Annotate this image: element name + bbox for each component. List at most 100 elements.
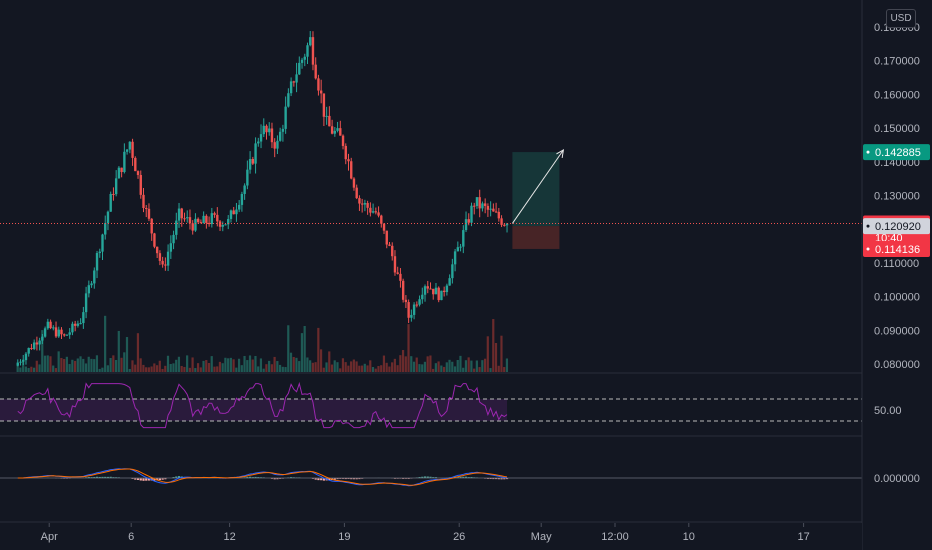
volume-bar — [125, 337, 129, 372]
volume-bar — [341, 358, 345, 372]
time-tick-label: 12:00 — [601, 531, 629, 543]
target-price-tag-dot — [866, 150, 870, 154]
volume-bar — [497, 365, 500, 372]
candle-body — [429, 288, 432, 290]
candle-body — [355, 187, 358, 199]
candle-body — [254, 143, 257, 164]
rsi-line — [17, 381, 508, 429]
candle-body — [309, 37, 312, 46]
volume-bar — [278, 364, 282, 372]
macd-hist-bar — [164, 478, 167, 480]
volume-bar — [426, 356, 429, 372]
candle-body — [205, 215, 208, 223]
macd-hist-bar — [328, 478, 331, 481]
candle-body — [451, 264, 454, 279]
volume-bar — [87, 356, 90, 372]
macd-hist-bar — [456, 476, 459, 479]
candle-body — [134, 157, 137, 172]
price-axis[interactable]: 0.0800000.0900000.1000000.1100000.120000… — [861, 0, 932, 550]
time-axis[interactable]: Apr 6 12 19 26 May 12:00 10 17 — [0, 523, 862, 550]
stop-price-tag: 0.114136 — [875, 244, 920, 256]
volume-bar — [73, 360, 77, 372]
candle-body — [32, 342, 36, 349]
volume-bar — [98, 368, 101, 372]
volume-bar — [117, 330, 120, 372]
candle-body — [292, 81, 296, 83]
volume-bar — [478, 367, 481, 372]
volume-bar — [213, 366, 216, 372]
macd-pane[interactable] — [0, 468, 862, 487]
volume-bar — [481, 360, 484, 372]
candle-body — [52, 327, 55, 329]
candle-body — [251, 158, 255, 164]
volume-bar — [350, 361, 353, 372]
macd-hist-bar — [336, 478, 339, 480]
volume-bar — [232, 359, 235, 372]
volume-bar — [429, 355, 432, 372]
volume-bar — [456, 359, 459, 372]
macd-hist-bar — [352, 478, 356, 480]
candle-body — [380, 215, 383, 224]
currency-badge[interactable]: USD — [886, 9, 916, 28]
price-tick-label: 0.110000 — [874, 258, 919, 270]
candle-body — [418, 299, 421, 305]
candle-body — [188, 217, 192, 224]
candle-body — [43, 328, 47, 337]
candle-body — [339, 128, 342, 136]
candle-body — [221, 224, 224, 227]
macd-hist-bar — [489, 478, 492, 480]
candle-body — [98, 251, 101, 254]
candle-body — [76, 323, 80, 326]
time-tick-label: 10 — [683, 531, 695, 543]
volume-bar — [295, 357, 298, 372]
volume-bar — [268, 360, 271, 372]
volume-bar — [106, 365, 109, 372]
volume-bar — [440, 365, 443, 372]
rsi-pane[interactable] — [0, 381, 862, 429]
volume-bar — [136, 333, 140, 372]
volume-bar — [306, 357, 309, 372]
candle-body — [276, 140, 279, 149]
candle-body — [65, 334, 69, 336]
candle-body — [112, 193, 115, 195]
candle-body — [475, 197, 479, 207]
candle-body — [500, 218, 503, 225]
volume-bar — [262, 368, 265, 372]
candle-body — [344, 145, 347, 160]
volume-bar — [76, 358, 79, 372]
volume-bar — [30, 366, 33, 372]
candle-body — [412, 304, 416, 315]
ref-price-tag-bg — [863, 218, 930, 235]
price-pane[interactable] — [0, 31, 862, 523]
stop-price-tag-bg — [863, 240, 930, 257]
volume-bar — [388, 366, 391, 372]
candle-body — [298, 62, 301, 75]
volume-bar — [68, 364, 71, 372]
macd-hist-bar — [505, 478, 509, 480]
candle-body — [486, 205, 490, 210]
volume-bar — [500, 335, 503, 372]
volume-bar — [344, 362, 347, 372]
volume-bar — [391, 362, 394, 372]
candle-body — [278, 131, 282, 141]
candle-body — [114, 178, 118, 195]
volume-bar — [235, 367, 238, 372]
ref-price-tag-dot — [866, 224, 870, 228]
volume-bar — [240, 365, 243, 372]
ref-price-tag: 0.120920 — [875, 221, 921, 233]
volume-bar — [470, 360, 473, 372]
volume-bar — [183, 366, 186, 372]
volume-bar — [317, 327, 320, 372]
volume-bar — [251, 359, 254, 372]
candle-body — [73, 323, 77, 326]
rsi-tick-label: 50.00 — [874, 405, 902, 417]
volume-bar — [259, 358, 263, 372]
rsi-band — [0, 399, 508, 421]
macd-hist-bar — [423, 476, 427, 479]
volume-bar — [401, 350, 405, 372]
macd-hist-bar — [426, 476, 429, 479]
candle-body — [117, 167, 121, 179]
volume-bar — [437, 361, 440, 372]
time-tick-label: 17 — [797, 531, 809, 543]
